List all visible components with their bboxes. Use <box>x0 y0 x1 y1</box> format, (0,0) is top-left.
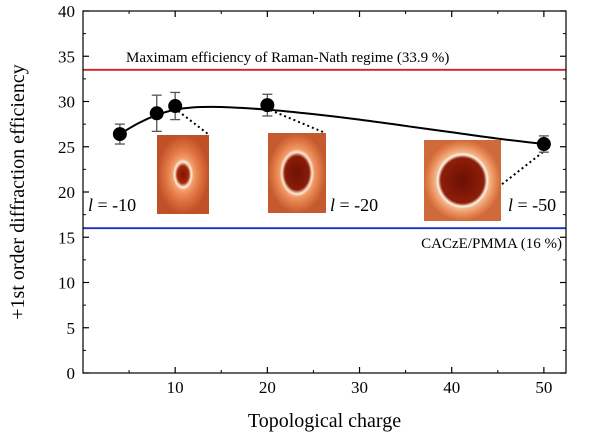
data-points <box>112 91 551 153</box>
x-tick-label: 10 <box>167 378 184 397</box>
y-tick-label: 20 <box>58 183 75 202</box>
raman-nath-label: Maximam efficiency of Raman-Nath regime … <box>126 50 449 66</box>
y-tick-label: 25 <box>58 138 75 157</box>
y-tick-label: 40 <box>58 2 75 21</box>
y-tick-label: 35 <box>58 47 75 66</box>
y-tick-label: 30 <box>58 93 75 112</box>
inset-image <box>157 135 209 214</box>
inset-connector <box>177 110 209 135</box>
inset-image <box>424 140 501 221</box>
inset-label: l = -20 <box>330 195 378 215</box>
x-tick-label: 30 <box>351 378 368 397</box>
inset-images: l = -10 l = -20 l = -50 <box>88 109 556 221</box>
x-tick-label: 50 <box>535 378 552 397</box>
y-tick-label: 15 <box>58 228 75 247</box>
x-tick-label: 40 <box>443 378 460 397</box>
inset-connector <box>500 148 548 186</box>
y-tick-label: 10 <box>58 274 75 293</box>
caacze-pmma-label: CACzE/PMMA (16 %) <box>421 236 562 252</box>
x-tick-label: 20 <box>259 378 276 397</box>
inset-image <box>268 133 326 213</box>
x-axis-title: Topological charge <box>248 410 401 432</box>
data-point <box>112 127 127 142</box>
data-point <box>536 137 551 152</box>
y-tick-label: 0 <box>67 364 76 383</box>
y-axis-title: +1st order diffraction efficiency <box>7 64 29 319</box>
axis-ticks: 0 5 10 15 20 25 30 35 40 10 20 30 40 50 <box>58 2 566 397</box>
inset-label: l = -10 <box>88 195 136 215</box>
reference-lines <box>83 68 566 230</box>
data-point <box>149 106 164 121</box>
y-tick-label: 5 <box>67 319 76 338</box>
inset-label: l = -50 <box>508 195 556 215</box>
data-point <box>260 98 275 113</box>
data-point <box>168 99 183 114</box>
